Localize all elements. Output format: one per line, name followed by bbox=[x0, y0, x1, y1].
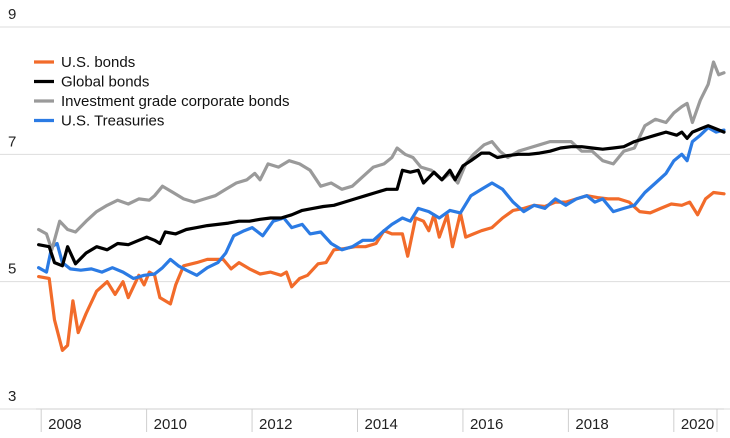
x-tick-label: 2010 bbox=[154, 416, 187, 433]
legend-label: U.S. bonds bbox=[61, 54, 135, 71]
series-lines bbox=[37, 60, 726, 352]
x-tick-label: 2008 bbox=[48, 416, 81, 433]
y-tick-label: 3 bbox=[8, 388, 16, 405]
y-tick-label: 5 bbox=[8, 261, 16, 278]
legend: U.S. bonds Global bonds Investment grade c… bbox=[34, 54, 289, 130]
legend-label: U.S. Treasuries bbox=[61, 113, 164, 130]
axes: 3 5 7 9 2008 2010 2012 2014 2016 2018 2020 bbox=[8, 6, 724, 433]
legend-label: Investment grade corporate bonds bbox=[61, 93, 289, 110]
series-line-investment-grade-corporate-bonds bbox=[37, 60, 726, 252]
x-tick-label: 2020 bbox=[681, 416, 714, 433]
x-tick-label: 2018 bbox=[575, 416, 608, 433]
series-line-global-bonds bbox=[37, 124, 726, 268]
y-tick-label: 9 bbox=[8, 6, 16, 23]
x-tick-label: 2016 bbox=[470, 416, 503, 433]
legend-label: Global bonds bbox=[61, 74, 149, 91]
x-tick-label: 2014 bbox=[365, 416, 398, 433]
y-tick-label: 7 bbox=[8, 133, 16, 150]
x-tick-label: 2012 bbox=[259, 416, 292, 433]
series-line-u-s-bonds bbox=[37, 190, 726, 352]
series-line-u-s-treasuries bbox=[37, 126, 726, 281]
